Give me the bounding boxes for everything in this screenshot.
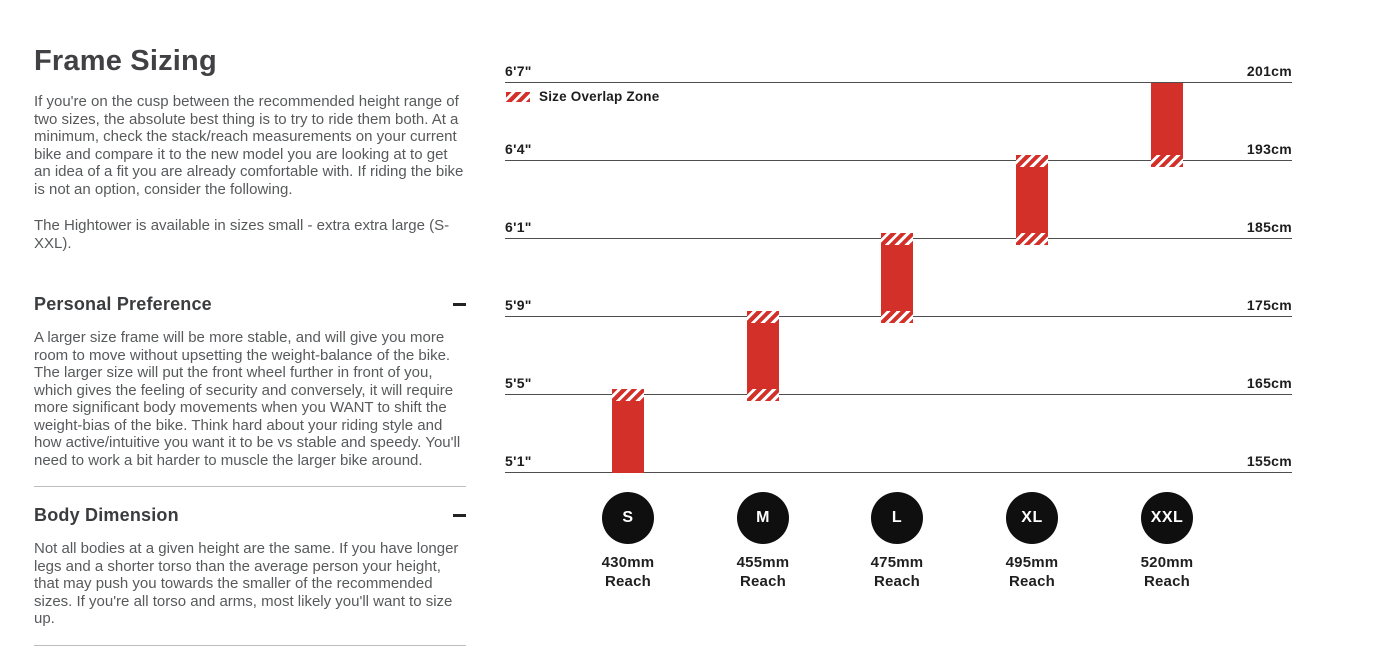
minus-icon [453,303,466,306]
legend-label: Size Overlap Zone [539,89,660,104]
reach-word: Reach [739,573,787,590]
height-label-imperial: 5'1" [505,453,532,469]
overlap-zone [881,233,913,245]
gridline-193cm: 6'4" 193cm [505,138,1292,161]
availability-paragraph: The Hightower is available in sizes smal… [34,217,450,252]
collapse-button-personal-preference[interactable] [446,295,466,315]
size-letter: M [756,509,770,526]
intro-paragraph: If you're on the cusp between the recomm… [34,93,464,198]
height-label-imperial: 6'7" [505,63,532,79]
reach-value: 520mm [1140,554,1194,571]
height-label-imperial: 6'1" [505,219,532,235]
size-badge-xl: XL [1006,492,1058,544]
reach-word: Reach [1143,573,1191,590]
overlap-zone [1016,155,1048,167]
gridline-155cm: 5'1" 155cm [505,450,1292,473]
size-letter: XL [1021,509,1043,526]
overlap-zone [881,311,913,323]
overlap-zone [1016,233,1048,245]
page-title: Frame Sizing [34,45,217,77]
size-letter: XXL [1150,509,1184,526]
size-letter: L [891,509,903,526]
size-badge-s: S [602,492,654,544]
height-label-imperial: 5'5" [505,375,532,391]
gridline-201cm: 6'7" 201cm [505,60,1292,83]
section-divider [34,644,466,646]
size-badge-m: M [737,492,789,544]
overlap-zone [612,389,644,401]
minus-icon [453,514,466,517]
accordion-header-personal-preference[interactable]: Personal Preference [34,294,466,315]
overlap-zone [747,311,779,323]
size-letter: S [622,509,634,526]
reach-label-l: 475mm Reach [837,553,957,591]
reach-value: 475mm [870,554,924,571]
personal-preference-paragraph: A larger size frame will be more stable,… [34,329,461,469]
frame-size-chart: 6'7" 201cm 6'4" 193cm 6'1" 185cm 5'9" 17… [505,0,1292,648]
section-title-body-dimension: Body Dimension [34,505,179,525]
size-bar-s [612,389,644,473]
reach-value: 455mm [736,554,790,571]
section-divider [34,486,466,487]
height-label-metric: 165cm [1246,375,1292,391]
height-label-imperial: 5'9" [505,297,532,313]
collapse-button-body-dimension[interactable] [446,506,466,526]
reach-word: Reach [873,573,921,590]
reach-label-xxl: 520mm Reach [1107,553,1227,591]
section-title-personal-preference: Personal Preference [34,294,212,314]
body-dimension-paragraph: Not all bodies at a given height are the… [34,540,459,627]
reach-label-xl: 495mm Reach [972,553,1092,591]
reach-word: Reach [1008,573,1056,590]
reach-word: Reach [604,573,652,590]
reach-value: 430mm [601,554,655,571]
height-label-metric: 175cm [1246,297,1292,313]
chart-legend: Size Overlap Zone [506,89,659,104]
height-label-metric: 185cm [1246,219,1292,235]
size-bar-xl [1016,155,1048,245]
article-column: Frame Sizing If you're on the cusp betwe… [34,0,466,646]
reach-value: 495mm [1005,554,1059,571]
height-label-metric: 155cm [1246,453,1292,469]
size-bar-xxl [1151,83,1183,167]
gridline-165cm: 5'5" 165cm [505,372,1292,395]
reach-label-s: 430mm Reach [568,553,688,591]
size-badge-xxl: XXL [1141,492,1193,544]
overlap-zone [747,389,779,401]
overlap-zone [1151,155,1183,167]
overlap-zone-swatch-icon [506,91,530,102]
size-bar-m [747,311,779,401]
accordion-header-body-dimension[interactable]: Body Dimension [34,505,466,526]
reach-label-m: 455mm Reach [703,553,823,591]
size-badge-l: L [871,492,923,544]
height-label-imperial: 6'4" [505,141,532,157]
height-label-metric: 201cm [1246,63,1292,79]
height-label-metric: 193cm [1246,141,1292,157]
size-bar-l [881,233,913,323]
